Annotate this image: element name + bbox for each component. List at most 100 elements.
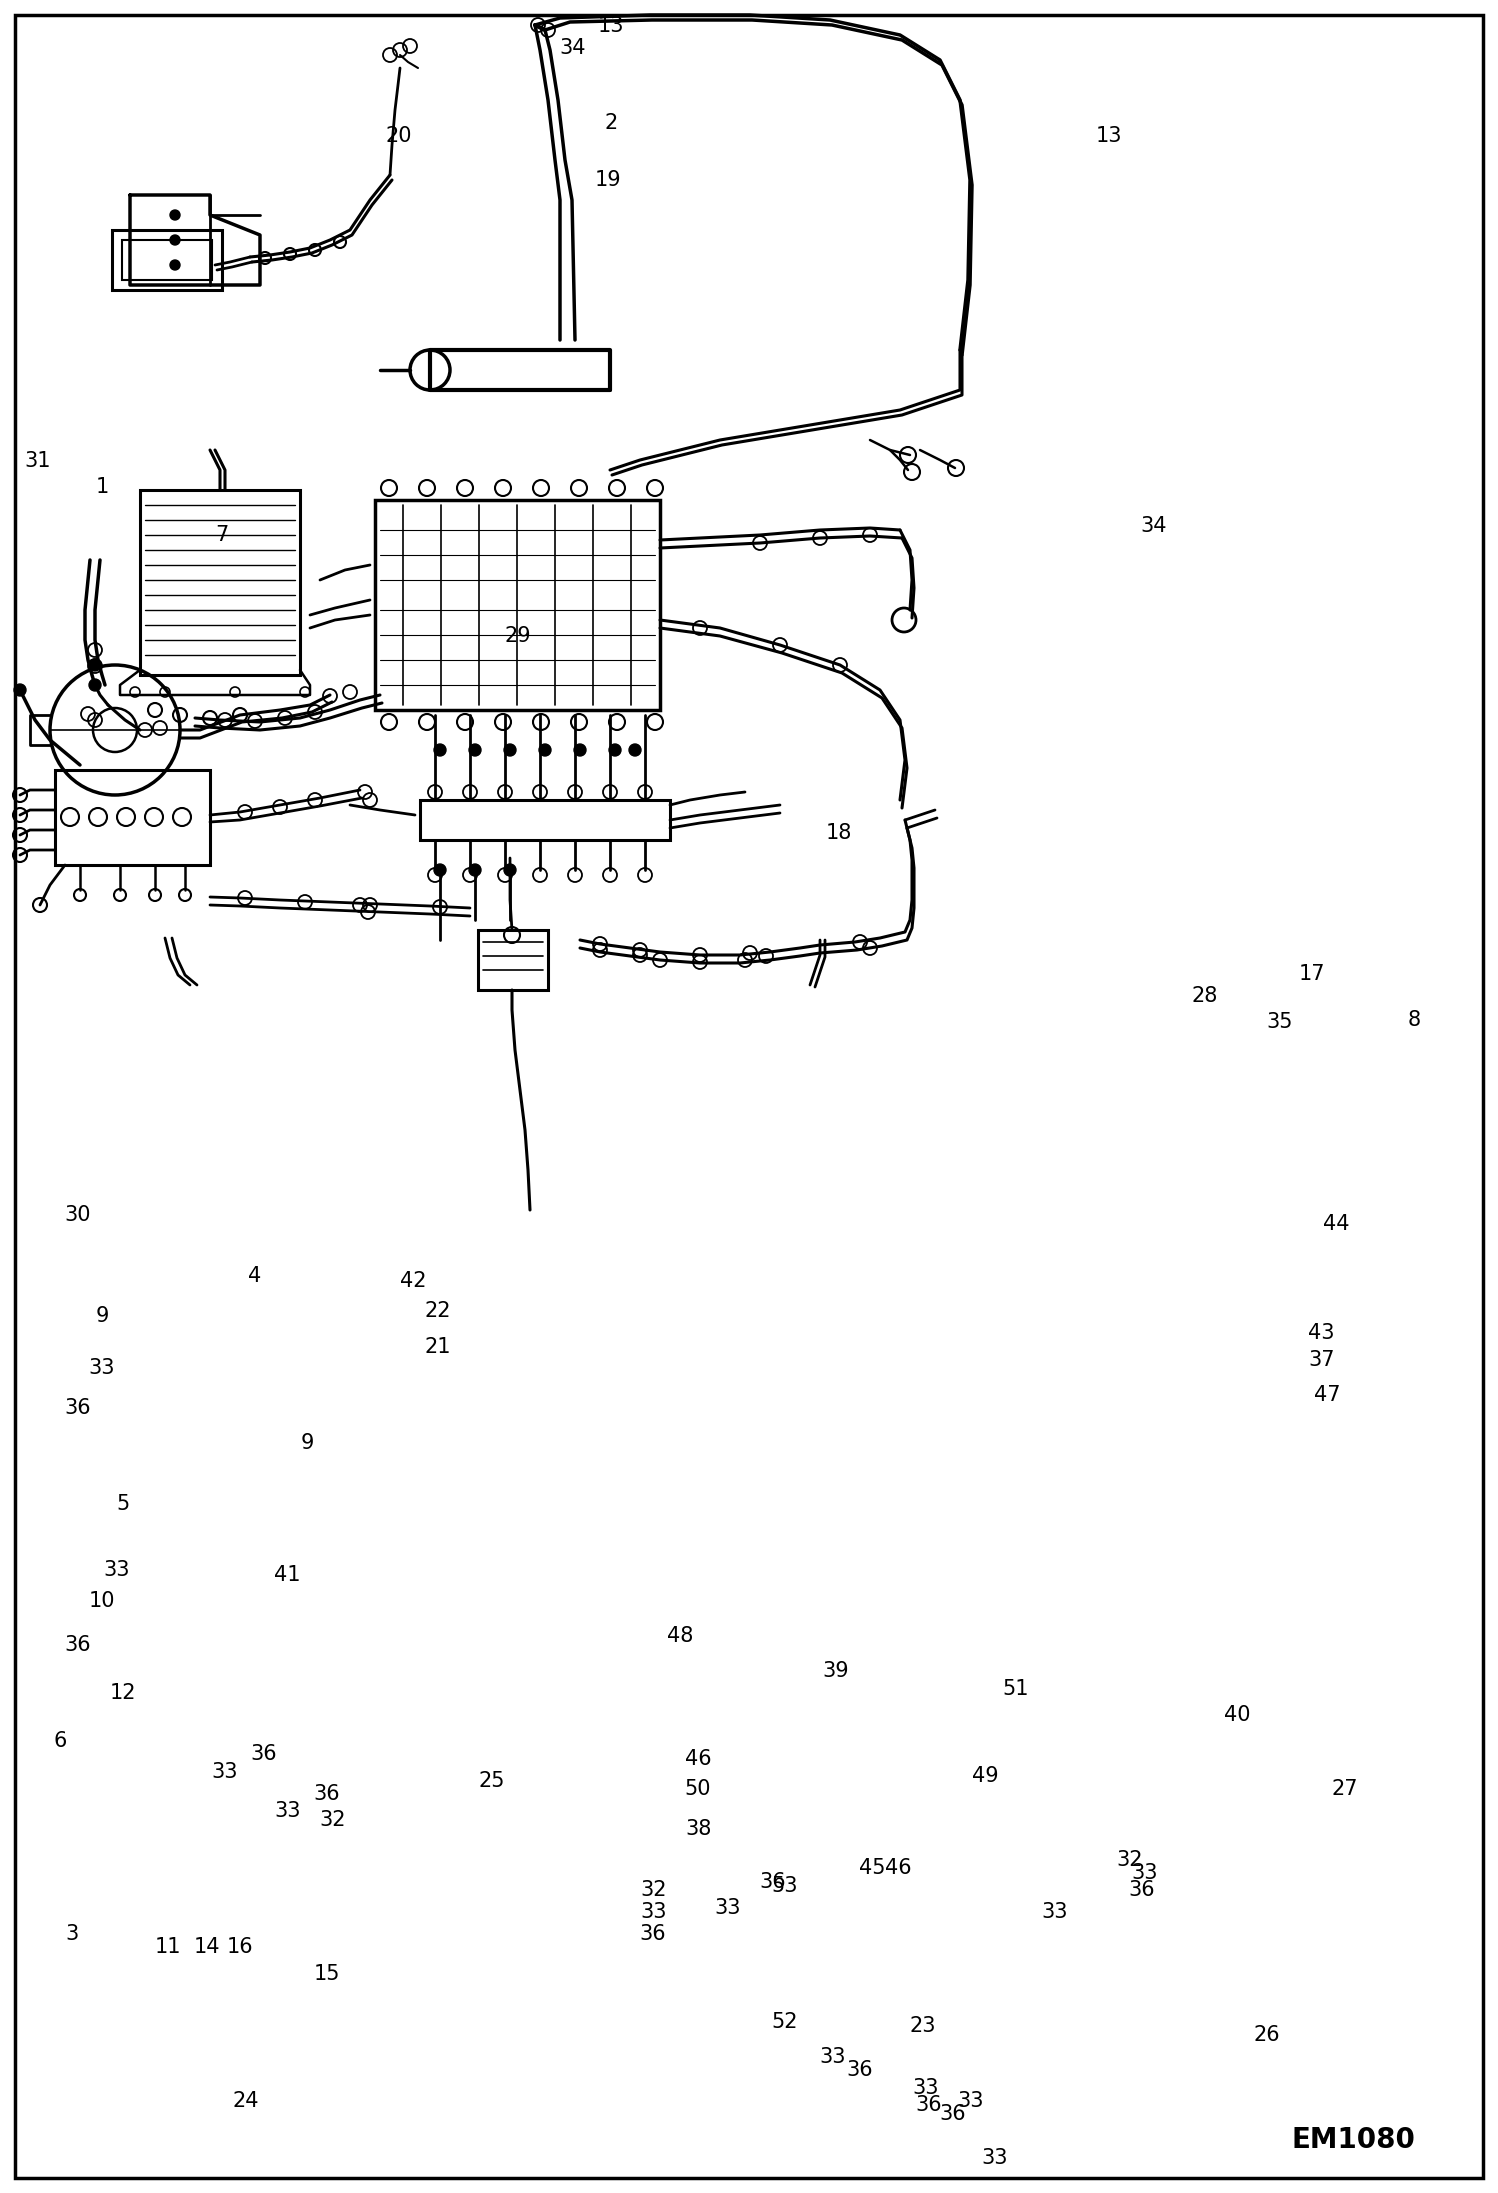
Circle shape <box>434 743 446 757</box>
Circle shape <box>88 680 100 691</box>
Circle shape <box>434 864 446 875</box>
Text: 53: 53 <box>771 1875 798 1897</box>
Bar <box>374 500 661 711</box>
Bar <box>139 489 300 675</box>
Text: 46: 46 <box>685 1748 712 1770</box>
Circle shape <box>469 743 481 757</box>
Text: 33: 33 <box>819 2046 846 2068</box>
Text: 1: 1 <box>96 476 108 498</box>
Text: 32: 32 <box>1116 1849 1143 1871</box>
Text: 40: 40 <box>1224 1704 1251 1726</box>
Bar <box>112 230 222 289</box>
Text: 22: 22 <box>424 1300 451 1322</box>
Text: 14: 14 <box>193 1936 220 1958</box>
Text: 34: 34 <box>1140 515 1167 537</box>
Text: 32: 32 <box>640 1879 667 1901</box>
Text: 21: 21 <box>424 1336 451 1357</box>
Circle shape <box>169 211 180 219</box>
Text: 19: 19 <box>595 169 622 191</box>
Text: 41: 41 <box>274 1564 301 1586</box>
Text: 36: 36 <box>640 1923 667 1945</box>
Text: 34: 34 <box>559 37 586 59</box>
Circle shape <box>503 864 515 875</box>
Text: 36: 36 <box>846 2059 873 2081</box>
Circle shape <box>169 261 180 270</box>
Circle shape <box>610 743 622 757</box>
Text: 33: 33 <box>1041 1901 1068 1923</box>
Text: 9: 9 <box>301 1432 313 1454</box>
Text: 26: 26 <box>1254 2024 1281 2046</box>
Circle shape <box>88 660 100 671</box>
Circle shape <box>503 743 515 757</box>
Text: 16: 16 <box>226 1936 253 1958</box>
Text: EM1080: EM1080 <box>1291 2127 1416 2154</box>
Text: 36: 36 <box>1128 1879 1155 1901</box>
Text: 36: 36 <box>939 2103 966 2125</box>
Circle shape <box>169 235 180 246</box>
Text: 31: 31 <box>24 450 51 471</box>
Text: 2: 2 <box>605 112 617 134</box>
Text: 33: 33 <box>211 1761 238 1783</box>
Text: 11: 11 <box>154 1936 181 1958</box>
Text: 13: 13 <box>598 15 625 37</box>
Text: 43: 43 <box>1308 1322 1335 1344</box>
Text: 5: 5 <box>117 1493 129 1515</box>
Text: 17: 17 <box>1299 963 1326 985</box>
Text: 33: 33 <box>981 2147 1008 2169</box>
Text: 44: 44 <box>1323 1213 1350 1235</box>
Text: 49: 49 <box>972 1765 999 1787</box>
Text: 15: 15 <box>313 1963 340 1985</box>
Text: 46: 46 <box>885 1857 912 1879</box>
Text: 39: 39 <box>822 1660 849 1682</box>
Bar <box>121 239 213 281</box>
Text: 37: 37 <box>1308 1349 1335 1371</box>
Text: 3: 3 <box>66 1923 78 1945</box>
Text: 48: 48 <box>667 1625 694 1647</box>
Text: 4: 4 <box>249 1265 261 1287</box>
Text: 47: 47 <box>1314 1384 1341 1406</box>
Bar <box>55 770 210 864</box>
Text: 10: 10 <box>88 1590 115 1612</box>
Text: 25: 25 <box>478 1770 505 1792</box>
Circle shape <box>629 743 641 757</box>
Text: 36: 36 <box>759 1871 786 1893</box>
Text: 38: 38 <box>685 1818 712 1840</box>
Circle shape <box>539 743 551 757</box>
Text: 24: 24 <box>232 2090 259 2112</box>
Text: 33: 33 <box>912 2077 939 2099</box>
Text: 9: 9 <box>96 1305 108 1327</box>
Bar <box>419 800 670 840</box>
Text: 32: 32 <box>319 1809 346 1831</box>
Text: 18: 18 <box>825 822 852 844</box>
Text: 33: 33 <box>274 1800 301 1822</box>
Text: 33: 33 <box>1131 1862 1158 1884</box>
Bar <box>478 930 548 989</box>
Text: 33: 33 <box>957 2090 984 2112</box>
Text: 13: 13 <box>1095 125 1122 147</box>
Text: 33: 33 <box>88 1357 115 1379</box>
Text: 36: 36 <box>313 1783 340 1805</box>
Text: 20: 20 <box>385 125 412 147</box>
Text: 50: 50 <box>685 1779 712 1800</box>
Text: 36: 36 <box>64 1634 91 1656</box>
Text: 42: 42 <box>400 1270 427 1292</box>
Text: 28: 28 <box>1191 985 1218 1007</box>
Text: 7: 7 <box>216 524 228 546</box>
Text: 33: 33 <box>640 1901 667 1923</box>
Text: 33: 33 <box>103 1559 130 1581</box>
Text: 8: 8 <box>1408 1009 1420 1031</box>
Circle shape <box>469 864 481 875</box>
Text: 36: 36 <box>64 1397 91 1419</box>
Text: 36: 36 <box>250 1743 277 1765</box>
Text: 52: 52 <box>771 2011 798 2033</box>
Text: 35: 35 <box>1266 1011 1293 1033</box>
Circle shape <box>574 743 586 757</box>
Text: 51: 51 <box>1002 1678 1029 1700</box>
Text: 45: 45 <box>858 1857 885 1879</box>
Text: 33: 33 <box>715 1897 742 1919</box>
Text: 29: 29 <box>505 625 532 647</box>
Text: 12: 12 <box>109 1682 136 1704</box>
Text: 6: 6 <box>54 1730 66 1752</box>
Text: 36: 36 <box>915 2094 942 2116</box>
Text: 23: 23 <box>909 2015 936 2037</box>
